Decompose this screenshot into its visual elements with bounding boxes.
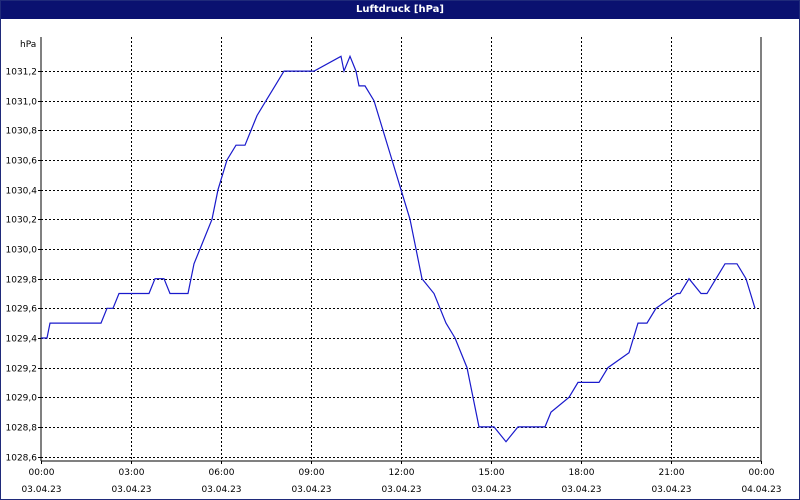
grid-lines <box>41 37 761 461</box>
pressure-series-line <box>41 54 756 443</box>
y-tick-label: 1028,6 <box>6 454 38 464</box>
x-tick-time-label: 06:00 <box>209 468 235 478</box>
y-axis-ticks: 1028,6 1028,8 1029,0 1029,2 1029,4 1029,6 1029… <box>6 68 38 464</box>
x-tick-date-label: 03.04.23 <box>471 485 511 495</box>
y-axis-unit-label: hPa <box>20 40 36 50</box>
y-tick-label: 1029,6 <box>6 305 38 315</box>
axes <box>38 37 762 464</box>
x-tick-date-label: 03.04.23 <box>561 485 601 495</box>
y-tick-label: 1031,2 <box>6 68 38 78</box>
x-tick-time-label: 18:00 <box>569 468 595 478</box>
y-tick-label: 1030,6 <box>6 157 38 167</box>
x-tick-time-label: 09:00 <box>299 468 325 478</box>
x-tick-date-label: 03.04.23 <box>21 485 61 495</box>
y-tick-label: 1030,4 <box>6 187 38 197</box>
chart-title: Luftdruck [hPa] <box>1 1 799 19</box>
y-tick-label: 1030,2 <box>6 216 38 226</box>
y-tick-label: 1030,0 <box>6 246 38 256</box>
x-tick-time-label: 03:00 <box>119 468 145 478</box>
y-tick-label: 1029,0 <box>6 394 38 404</box>
x-tick-time-label: 21:00 <box>659 468 685 478</box>
y-tick-label: 1029,2 <box>6 365 38 375</box>
x-tick-date-label: 03.04.23 <box>381 485 421 495</box>
x-tick-date-label: 03.04.23 <box>111 485 151 495</box>
x-tick-date-label: 03.04.23 <box>201 485 241 495</box>
x-tick-date-label: 03.04.23 <box>651 485 691 495</box>
x-tick-date-label: 04.04.23 <box>741 485 781 495</box>
y-tick-label: 1031,0 <box>6 98 38 108</box>
y-tick-label: 1029,8 <box>6 276 38 286</box>
x-tick-date-label: 03.04.23 <box>291 485 331 495</box>
x-tick-time-label: 12:00 <box>389 468 415 478</box>
x-tick-time-label: 00:00 <box>29 468 55 478</box>
y-tick-label: 1029,4 <box>6 335 38 345</box>
y-tick-label: 1030,8 <box>6 127 38 137</box>
x-tick-time-label: 15:00 <box>479 468 505 478</box>
x-tick-time-label: 00:00 <box>749 468 775 478</box>
y-tick-label: 1028,8 <box>6 424 38 434</box>
x-axis-ticks: 00:00 03.04.23 03:00 03.04.23 06:00 03.04.23 0… <box>21 468 781 495</box>
